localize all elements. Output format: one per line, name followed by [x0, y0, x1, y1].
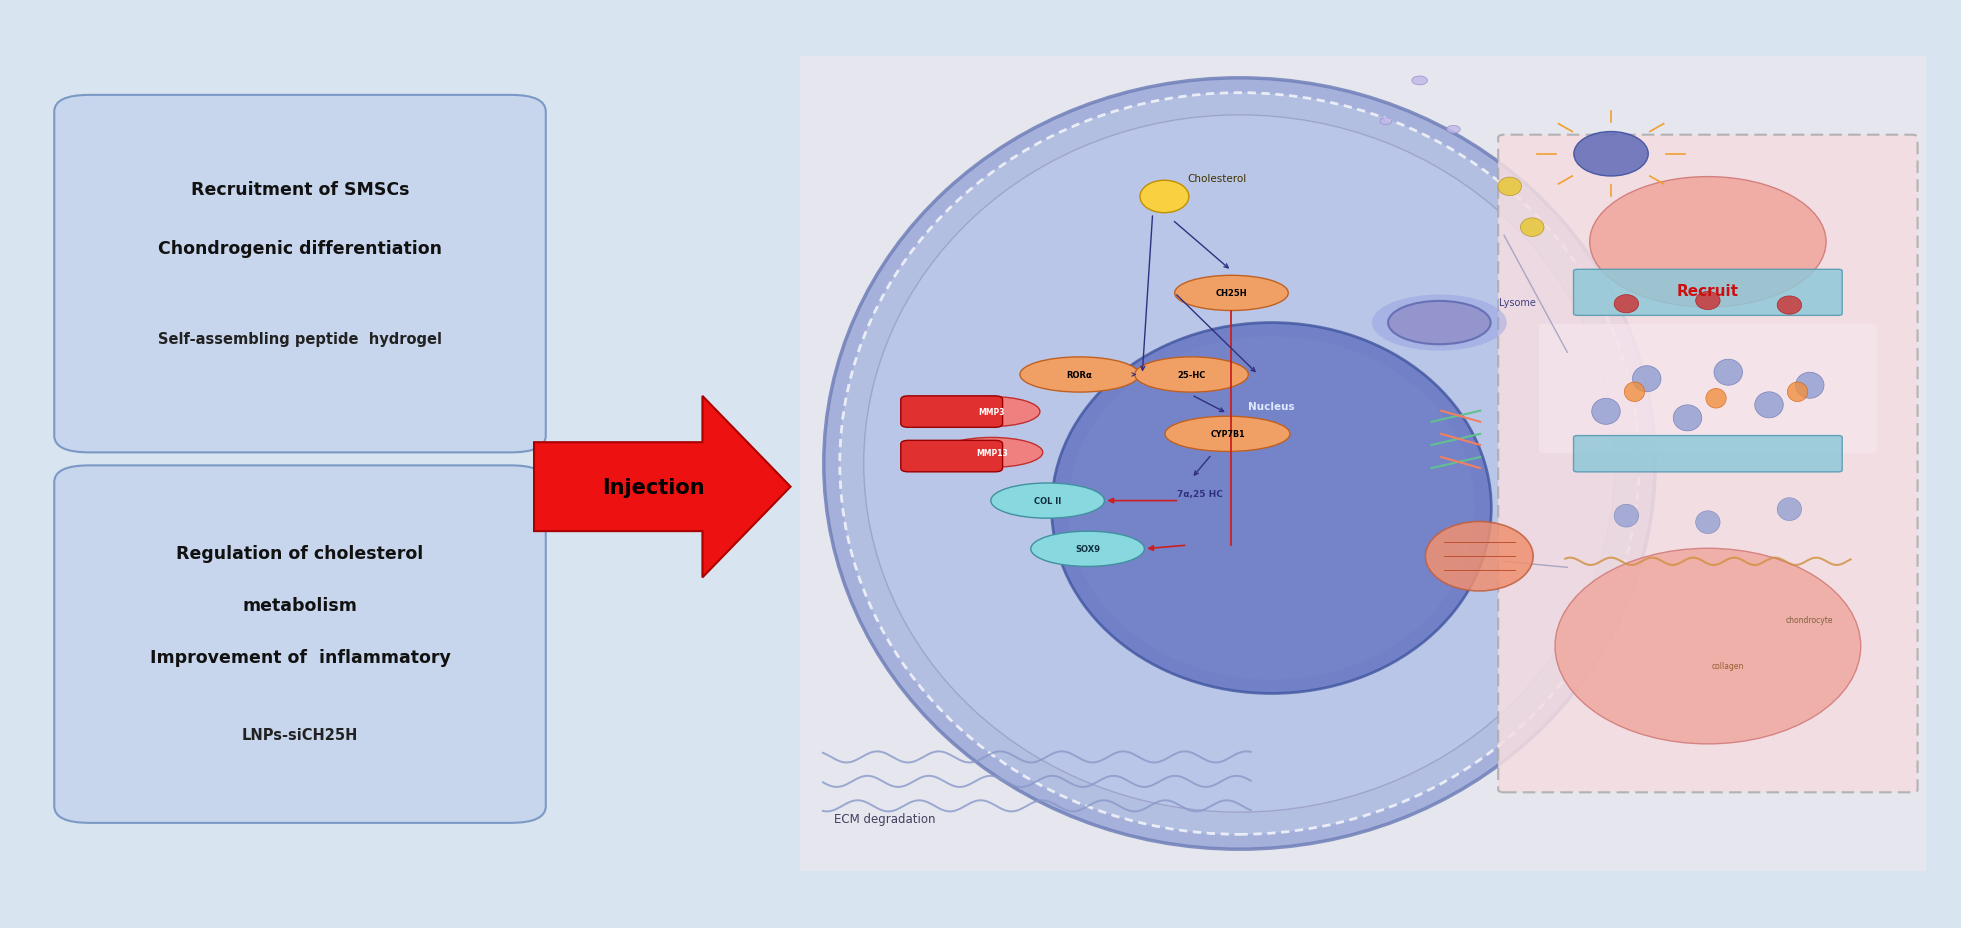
Ellipse shape [1696, 292, 1720, 310]
Ellipse shape [1139, 181, 1188, 213]
Text: metabolism: metabolism [243, 597, 357, 614]
Text: SOX9: SOX9 [1075, 545, 1100, 554]
Ellipse shape [1373, 295, 1506, 352]
FancyBboxPatch shape [55, 466, 545, 823]
Text: COL II: COL II [1033, 496, 1061, 506]
Ellipse shape [1020, 357, 1139, 393]
FancyBboxPatch shape [900, 441, 1002, 472]
Ellipse shape [1673, 406, 1702, 432]
Ellipse shape [1796, 373, 1824, 399]
Text: MMP13: MMP13 [977, 448, 1008, 458]
Text: collagen: collagen [1712, 662, 1745, 670]
Text: ECM degradation: ECM degradation [833, 812, 935, 825]
Ellipse shape [1706, 389, 1726, 408]
Ellipse shape [1614, 505, 1639, 527]
Text: Injection: Injection [602, 477, 704, 497]
Ellipse shape [863, 116, 1616, 812]
FancyBboxPatch shape [1539, 325, 1877, 454]
Ellipse shape [1426, 522, 1534, 591]
FancyBboxPatch shape [55, 96, 545, 453]
Ellipse shape [943, 397, 1039, 427]
Ellipse shape [1624, 382, 1645, 402]
Ellipse shape [1447, 126, 1461, 134]
Ellipse shape [1520, 219, 1543, 238]
Text: Regulation of cholesterol: Regulation of cholesterol [176, 545, 424, 562]
Text: RORα: RORα [1067, 370, 1092, 380]
Ellipse shape [824, 79, 1655, 849]
Ellipse shape [941, 438, 1043, 468]
Ellipse shape [1069, 337, 1475, 680]
Text: 7α,25 HC: 7α,25 HC [1177, 489, 1222, 498]
Ellipse shape [1696, 511, 1720, 534]
Ellipse shape [1498, 178, 1522, 197]
Text: Nucleus: Nucleus [1247, 402, 1294, 412]
Text: 25-HC: 25-HC [1177, 370, 1206, 380]
Ellipse shape [1135, 357, 1249, 393]
Ellipse shape [1051, 323, 1490, 694]
FancyBboxPatch shape [1498, 135, 1918, 793]
Text: Self-assembling peptide  hydrogel: Self-assembling peptide hydrogel [159, 331, 441, 346]
Ellipse shape [1175, 276, 1288, 311]
Ellipse shape [1381, 119, 1392, 125]
Text: MMP3: MMP3 [979, 407, 1004, 417]
Ellipse shape [1031, 532, 1145, 567]
Text: Chondrogenic differentiation: Chondrogenic differentiation [159, 239, 441, 257]
Ellipse shape [1575, 133, 1649, 177]
Ellipse shape [1614, 295, 1639, 314]
Ellipse shape [1777, 498, 1802, 521]
Text: LNPs-siCH25H: LNPs-siCH25H [241, 728, 359, 742]
Text: CH25H: CH25H [1216, 290, 1247, 298]
FancyBboxPatch shape [800, 57, 1926, 871]
Ellipse shape [1412, 77, 1428, 85]
Text: Recruit: Recruit [1677, 284, 1739, 299]
Ellipse shape [1165, 417, 1290, 452]
Ellipse shape [1592, 399, 1620, 425]
Text: CYP7B1: CYP7B1 [1210, 430, 1245, 439]
Ellipse shape [1786, 382, 1808, 402]
Text: Recruitment of SMSCs: Recruitment of SMSCs [190, 181, 410, 200]
Ellipse shape [1755, 393, 1783, 419]
Ellipse shape [839, 94, 1639, 834]
Ellipse shape [1388, 302, 1490, 345]
Text: Improvement of  inflammatory: Improvement of inflammatory [149, 649, 451, 666]
Ellipse shape [990, 483, 1104, 519]
Text: Lysome: Lysome [1498, 298, 1535, 308]
FancyBboxPatch shape [1573, 436, 1841, 472]
FancyBboxPatch shape [900, 396, 1002, 428]
FancyBboxPatch shape [1573, 270, 1841, 316]
Polygon shape [533, 396, 790, 578]
Text: chondrocyte: chondrocyte [1786, 616, 1834, 625]
Text: Cholesterol: Cholesterol [1188, 174, 1247, 184]
Ellipse shape [1632, 367, 1661, 393]
Ellipse shape [1590, 177, 1826, 308]
Ellipse shape [1555, 548, 1861, 744]
Ellipse shape [1777, 297, 1802, 315]
Ellipse shape [1714, 360, 1743, 386]
